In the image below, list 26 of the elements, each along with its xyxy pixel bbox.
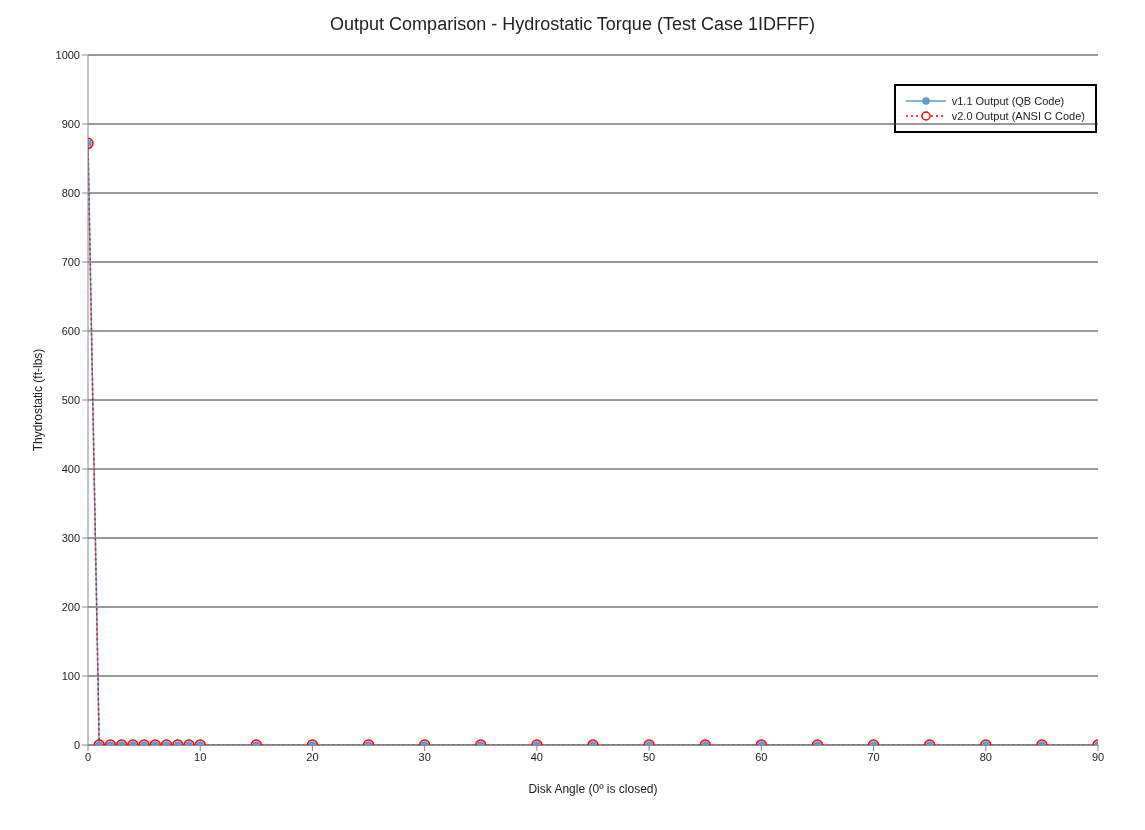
y-axis-title: Thydrostatic (ft-lbs) bbox=[31, 348, 46, 452]
x-tick-label: 80 bbox=[979, 750, 992, 763]
x-tick-label: 70 bbox=[867, 750, 880, 763]
x-tick-label: 20 bbox=[306, 750, 319, 763]
y-tick-label: 0 bbox=[73, 738, 80, 751]
chart-title: Output Comparison - Hydrostatic Torque (Test Case 1IDFFF) bbox=[329, 14, 816, 35]
y-tick-label: 100 bbox=[61, 669, 80, 682]
y-tick-label: 600 bbox=[61, 324, 80, 337]
x-tick-label: 60 bbox=[755, 750, 768, 763]
y-tick-label: 300 bbox=[61, 531, 80, 544]
x-tick-label: 10 bbox=[194, 750, 207, 763]
y-tick-label: 200 bbox=[61, 600, 80, 613]
legend-label: v1.1 Output (QB Code) bbox=[951, 95, 1065, 107]
x-axis-title: Disk Angle (0º is closed) bbox=[528, 782, 658, 796]
y-tick-label: 800 bbox=[61, 186, 80, 199]
x-tick-label: 30 bbox=[418, 750, 431, 763]
y-tick-label: 1000 bbox=[55, 48, 80, 61]
y-tick-label: 500 bbox=[61, 393, 80, 406]
y-tick-label: 900 bbox=[61, 117, 80, 130]
x-tick-label: 40 bbox=[530, 750, 544, 763]
legend-label: v2.0 Output (ANSI C Code) bbox=[951, 110, 1085, 122]
y-tick-label: 400 bbox=[61, 462, 80, 475]
x-tick-label: 50 bbox=[642, 750, 656, 763]
x-tick-label: 0 bbox=[84, 750, 92, 763]
x-tick-label: 90 bbox=[1091, 750, 1105, 763]
y-tick-label: 700 bbox=[61, 255, 80, 268]
